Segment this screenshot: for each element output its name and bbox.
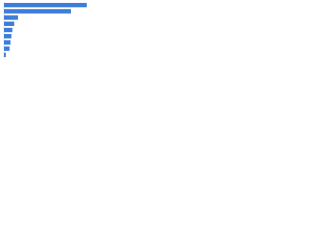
chart <box>0 0 100 71</box>
bar <box>4 2 87 8</box>
page: (() => { const data = JSON.parse(documen… <box>0 0 320 71</box>
bar <box>4 46 10 51</box>
bar <box>4 15 18 20</box>
bar <box>4 52 6 58</box>
bar <box>4 40 11 45</box>
bar <box>4 27 13 33</box>
bar <box>4 9 71 14</box>
bar <box>4 34 12 39</box>
bar <box>4 21 15 26</box>
